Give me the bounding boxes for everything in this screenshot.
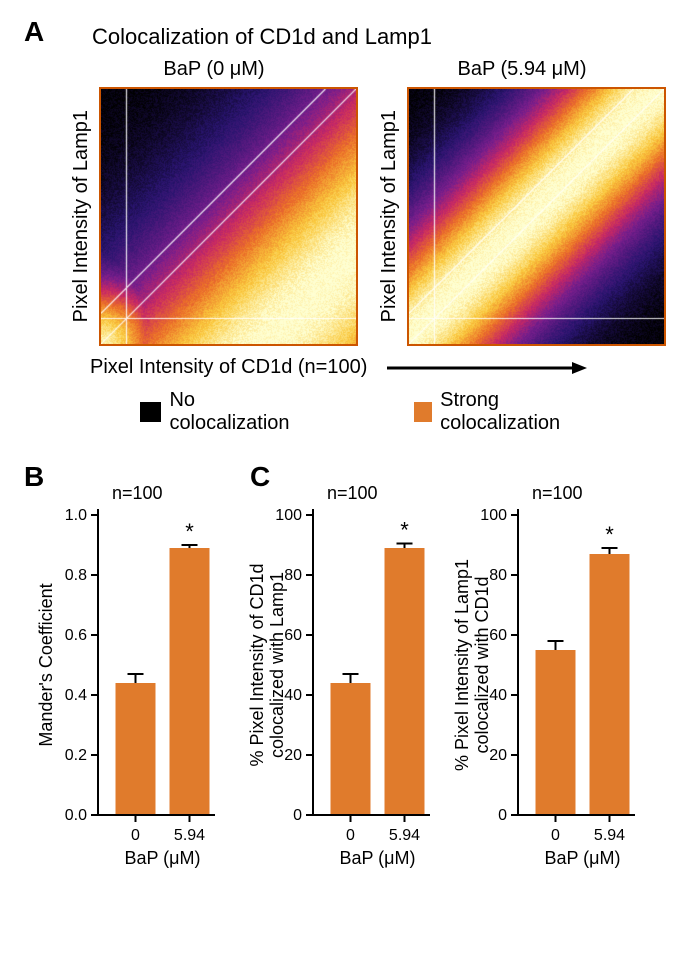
heatmap-subtitle-1: BaP (5.94 μM) — [378, 58, 666, 81]
svg-text:*: * — [400, 518, 409, 543]
svg-text:n=100: n=100 — [327, 483, 378, 503]
svg-text:5.94: 5.94 — [594, 827, 625, 844]
bar-0 — [536, 650, 576, 815]
panel-a-legend: No colocalization Strong colocalization — [20, 389, 680, 435]
svg-text:1.0: 1.0 — [65, 507, 87, 524]
svg-text:5.94: 5.94 — [389, 827, 420, 844]
bar-1 — [590, 554, 630, 815]
svg-text:0: 0 — [293, 807, 302, 824]
bar-1 — [170, 548, 210, 815]
heatmap-canvas-0 — [99, 87, 358, 346]
panel-a-ylabel-1: Pixel Intensity of Lamp1 — [378, 110, 401, 322]
heatmap-block-0: BaP (0 μM) Pixel Intensity of Lamp1 — [70, 58, 358, 346]
heatmap-canvas-1 — [407, 87, 666, 346]
bar-0 — [116, 683, 156, 815]
svg-text:n=100: n=100 — [532, 483, 583, 503]
svg-text:colocalized with CD1d: colocalized with CD1d — [472, 576, 492, 753]
figure: A Colocalization of CD1d and Lamp1 BaP (… — [20, 20, 680, 885]
legend-text-1: Strong colocalization — [440, 389, 568, 435]
legend-item-1: Strong colocalization — [414, 389, 568, 435]
legend-swatch-1 — [414, 402, 432, 422]
heatmap-block-1: BaP (5.94 μM) Pixel Intensity of Lamp1 — [378, 58, 666, 346]
svg-text:BaP (μM): BaP (μM) — [544, 848, 620, 868]
svg-text:100: 100 — [275, 507, 302, 524]
arrow-icon — [387, 358, 587, 378]
svg-text:0: 0 — [131, 827, 140, 844]
svg-text:*: * — [185, 519, 194, 544]
svg-text:100: 100 — [480, 507, 507, 524]
panel-a-ylabel-0: Pixel Intensity of Lamp1 — [70, 110, 93, 322]
heatmap-subtitle-0: BaP (0 μM) — [70, 58, 358, 81]
heatmap-row: BaP (0 μM) Pixel Intensity of Lamp1 BaP … — [20, 20, 680, 346]
bottom-row: B 0.00.20.40.60.81.00*5.94n=100BaP (μM)M… — [20, 465, 680, 885]
barplot-b: 0.0 0.2 0.4 0.6 0.8 1.0 0 * 5.94 n=100 BaP (μM) Man… — [30, 465, 225, 885]
svg-text:% Pixel Intensity of Lamp1: % Pixel Intensity of Lamp1 — [452, 559, 472, 771]
barplot-c0: 0204060801000*5.94n=100BaP (μM)% Pixel I… — [245, 465, 440, 885]
panel-a: A Colocalization of CD1d and Lamp1 BaP (… — [20, 20, 680, 435]
panel-a-xlabel: Pixel Intensity of CD1d (n=100) — [90, 356, 367, 379]
svg-text:n=100: n=100 — [112, 483, 163, 503]
bar-0 — [331, 683, 371, 815]
svg-text:BaP (μM): BaP (μM) — [339, 848, 415, 868]
svg-text:colocalized with Lamp1: colocalized with Lamp1 — [267, 572, 287, 758]
svg-text:5.94: 5.94 — [174, 827, 205, 844]
svg-text:0.2: 0.2 — [65, 747, 87, 764]
barplot-c1: 0204060801000*5.94n=100BaP (μM)% Pixel I… — [450, 465, 645, 885]
bar-1 — [385, 548, 425, 815]
svg-text:% Pixel Intensity of CD1d: % Pixel Intensity of CD1d — [247, 563, 267, 766]
svg-text:BaP (μM): BaP (μM) — [124, 848, 200, 868]
svg-text:0.0: 0.0 — [65, 807, 87, 824]
legend-item-0: No colocalization — [140, 389, 294, 435]
svg-text:0.6: 0.6 — [65, 627, 87, 644]
panel-a-xlabel-row: Pixel Intensity of CD1d (n=100) — [20, 356, 680, 379]
svg-text:0: 0 — [346, 827, 355, 844]
svg-text:Mander's Coefficient: Mander's Coefficient — [36, 583, 56, 746]
legend-swatch-0 — [140, 402, 161, 422]
panel-a-title: Colocalization of CD1d and Lamp1 — [92, 24, 432, 50]
svg-text:*: * — [605, 522, 614, 547]
svg-text:0.8: 0.8 — [65, 567, 87, 584]
legend-text-0: No colocalization — [169, 389, 294, 435]
panel-a-label: A — [24, 16, 44, 48]
svg-text:0: 0 — [498, 807, 507, 824]
svg-text:0.4: 0.4 — [65, 687, 87, 704]
svg-text:0: 0 — [551, 827, 560, 844]
